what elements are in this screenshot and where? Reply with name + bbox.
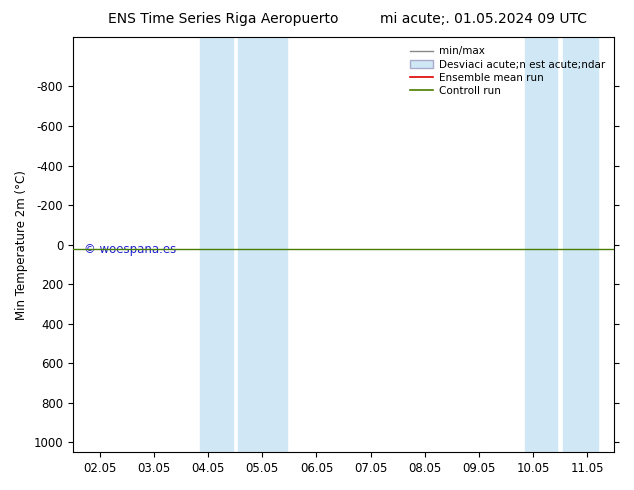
Bar [563, 37, 598, 452]
Text: © woespana.es: © woespana.es [84, 243, 176, 256]
Y-axis label: Min Temperature 2m (°C): Min Temperature 2m (°C) [15, 170, 28, 319]
Text: mi acute;. 01.05.2024 09 UTC: mi acute;. 01.05.2024 09 UTC [380, 12, 587, 26]
Text: ENS Time Series Riga Aeropuerto: ENS Time Series Riga Aeropuerto [108, 12, 339, 26]
Bar [200, 37, 233, 452]
Bar [238, 37, 287, 452]
Bar [525, 37, 557, 452]
Legend: min/max, Desviaci acute;n est acute;ndar, Ensemble mean run, Controll run: min/max, Desviaci acute;n est acute;ndar… [406, 42, 609, 100]
